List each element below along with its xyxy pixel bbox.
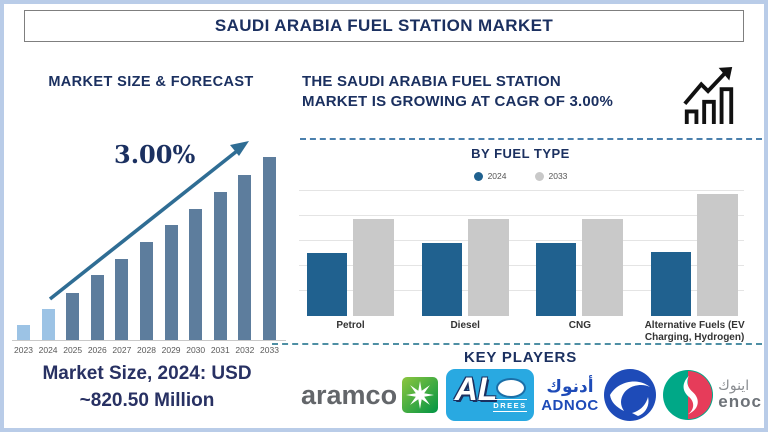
- market-size-footer: Market Size, 2024: USD ~820.50 Million: [8, 360, 286, 414]
- year-label-2028: 2028: [137, 345, 156, 355]
- year-label-2029: 2029: [161, 345, 181, 355]
- fuel-bar-diesel-2033: [467, 219, 509, 316]
- adnoc-logo: أدنوك ADNOC: [541, 369, 656, 421]
- fuel-bar-diesel-2024: [421, 243, 462, 316]
- market-bar-2029: [164, 225, 178, 340]
- year-label-2032: 2032: [235, 345, 255, 355]
- fuel-category-label: Diesel: [450, 320, 480, 331]
- dashed-divider-top: [300, 138, 762, 140]
- enoc-arabic-wordmark: اينوك: [718, 377, 750, 394]
- year-label-2031: 2031: [210, 345, 230, 355]
- gridline: [299, 240, 744, 241]
- market-bar-2025: [66, 293, 80, 340]
- adnoc-falcon-icon: [603, 369, 656, 421]
- fuel-category-label: Alternative Fuels (EV Charging, Hydrogen…: [644, 320, 745, 343]
- aldrees-logo: AL DREES: [445, 369, 534, 421]
- market-bar-2030: [189, 209, 203, 340]
- key-players-heading: KEY PLAYERS: [463, 349, 577, 366]
- enoc-logo: اينوك enoc: [663, 370, 762, 420]
- fuel-bar-alternative-2024: [651, 252, 692, 316]
- aramco-logo: aramco: [301, 377, 439, 413]
- legend-dot-2033: [534, 171, 544, 181]
- growth-trend-arrow: [48, 141, 249, 301]
- market-bar-2032: [238, 175, 252, 340]
- fuel-bar-cng-2024: [536, 243, 577, 316]
- market-size-footer-line2: ~820.50 Million: [79, 390, 215, 411]
- legend-item-2033: 2033: [534, 171, 568, 181]
- legend-label-2024: 2024: [487, 171, 507, 181]
- legend-label-2033: 2033: [548, 171, 568, 181]
- title-bar: SAUDI ARABIA FUEL STATION MARKET: [24, 10, 744, 42]
- aldrees-sub-wordmark: DREES: [493, 399, 527, 412]
- aramco-star-icon: [402, 377, 439, 413]
- fuel-bar-cng-2033: [582, 219, 624, 316]
- bar-chart-rising-arrow-icon: [683, 66, 734, 124]
- adnoc-wordmark-block: أدنوك ADNOC: [541, 377, 599, 414]
- market-bar-2028: [140, 242, 153, 340]
- year-label-2030: 2030: [186, 345, 206, 355]
- gridline: [299, 190, 744, 191]
- year-label-2025: 2025: [63, 345, 83, 355]
- fuel-bar-alternative-2033: [697, 194, 739, 316]
- year-label-2026: 2026: [87, 345, 107, 355]
- by-fuel-type-heading: BY FUEL TYPE: [471, 146, 570, 161]
- fuel-category-label: Petrol: [336, 320, 365, 331]
- year-label-2024: 2024: [38, 345, 58, 355]
- legend-dot-2024: [473, 171, 483, 181]
- cagr-headline-line1: THE SAUDI ARABIA FUEL STATION: [302, 73, 561, 90]
- fuel-bar-petrol-2033: [353, 219, 394, 316]
- fuel-type-legend: 2024 2033: [297, 171, 744, 181]
- fuel-bar-petrol-2024: [307, 253, 347, 316]
- adnoc-arabic-wordmark: أدنوك: [546, 376, 594, 397]
- canvas: SAUDI ARABIA FUEL STATION MARKET MARKET …: [4, 4, 764, 428]
- gridline: [299, 215, 744, 216]
- enoc-flame-icon: [663, 370, 714, 420]
- market-size-footer-line1: Market Size, 2024: USD: [42, 363, 252, 384]
- adnoc-wordmark: ADNOC: [541, 396, 599, 414]
- market-size-forecast-chart: 2023 2024 2025 2026 2027 2028 2029 2030 2031 2032…: [12, 133, 292, 358]
- aldrees-emblem-icon: [495, 378, 526, 398]
- market-bar-2031: [213, 192, 227, 340]
- fuel-category-label: CNG: [568, 320, 591, 331]
- market-size-forecast-heading: MARKET SIZE & FORECAST: [48, 74, 254, 90]
- enoc-wordmark: enoc: [718, 392, 762, 412]
- cagr-headline: THE SAUDI ARABIA FUEL STATION MARKET IS …: [302, 72, 682, 112]
- aldrees-wordmark: AL: [454, 371, 498, 407]
- market-bar-2027: [115, 259, 129, 340]
- year-label-2023: 2023: [14, 345, 33, 355]
- cagr-headline-line2: MARKET IS GROWING AT CAGR OF 3.00%: [302, 93, 613, 110]
- year-label-2027: 2027: [112, 345, 132, 355]
- gridline: [299, 265, 744, 266]
- enoc-wordmark-block: اينوك enoc: [718, 379, 762, 412]
- page-title: SAUDI ARABIA FUEL STATION MARKET: [214, 16, 554, 35]
- by-fuel-type-chart: Petrol Diesel CNG Alternative Fuels (EV Cha…: [299, 190, 745, 343]
- dashed-divider-bottom: [272, 343, 762, 345]
- key-players-logos: aramco AL DREES أدنوك: [301, 365, 762, 425]
- market-bar-2033: [263, 157, 276, 340]
- gridline: [299, 290, 744, 291]
- legend-item-2024: 2024: [473, 171, 507, 181]
- aramco-wordmark: aramco: [301, 379, 398, 410]
- market-bar-2024: [41, 309, 55, 340]
- x-axis-line: [12, 340, 286, 341]
- cagr-annotation: 3.00%: [114, 140, 196, 169]
- market-bar-2026: [90, 275, 104, 340]
- market-bar-2023: [17, 325, 30, 340]
- year-label-2033: 2033: [260, 345, 279, 355]
